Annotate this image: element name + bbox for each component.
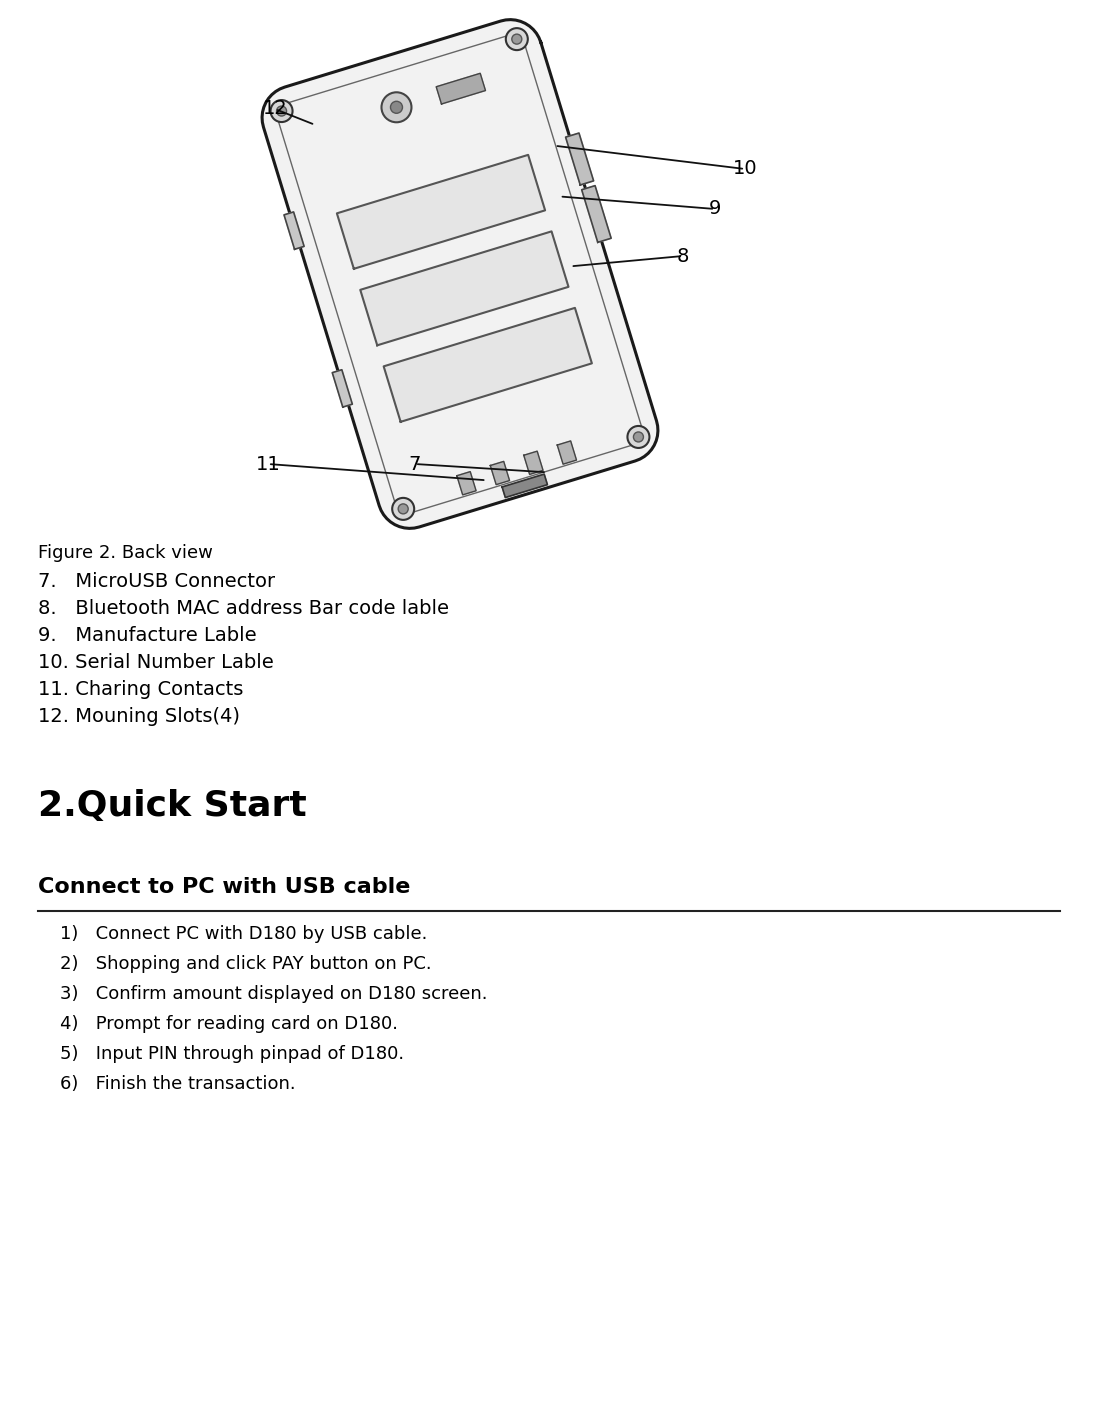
Text: 10: 10 — [733, 160, 757, 178]
Text: 8: 8 — [677, 247, 689, 265]
Polygon shape — [284, 212, 304, 250]
Polygon shape — [332, 369, 352, 407]
Circle shape — [633, 432, 643, 442]
Text: 11. Charing Contacts: 11. Charing Contacts — [38, 680, 243, 699]
Text: Figure 2. Back view: Figure 2. Back view — [38, 543, 213, 562]
Polygon shape — [262, 20, 658, 528]
Text: 10. Serial Number Lable: 10. Serial Number Lable — [38, 653, 274, 673]
Polygon shape — [582, 185, 612, 243]
Text: 11: 11 — [255, 455, 281, 473]
Polygon shape — [566, 133, 594, 185]
Text: 4)   Prompt for reading card on D180.: 4) Prompt for reading card on D180. — [60, 1015, 398, 1033]
Text: 7: 7 — [409, 455, 421, 473]
Circle shape — [381, 93, 411, 122]
Text: Connect to PC with USB cable: Connect to PC with USB cable — [38, 878, 410, 897]
Text: 1)   Connect PC with D180 by USB cable.: 1) Connect PC with D180 by USB cable. — [60, 925, 427, 943]
Circle shape — [512, 34, 522, 44]
Circle shape — [271, 100, 293, 122]
Polygon shape — [557, 441, 576, 465]
Circle shape — [390, 101, 402, 114]
Circle shape — [398, 504, 408, 514]
Text: 3)   Confirm amount displayed on D180 screen.: 3) Confirm amount displayed on D180 scre… — [60, 986, 488, 1002]
Circle shape — [392, 498, 414, 519]
Text: 2.Quick Start: 2.Quick Start — [38, 789, 307, 823]
Polygon shape — [336, 154, 545, 268]
Circle shape — [627, 425, 650, 448]
Text: 2)   Shopping and click PAY button on PC.: 2) Shopping and click PAY button on PC. — [60, 955, 432, 973]
Circle shape — [276, 107, 286, 117]
Circle shape — [506, 28, 528, 51]
Text: 6)   Finish the transaction.: 6) Finish the transaction. — [60, 1075, 296, 1092]
Text: 8.   Bluetooth MAC address Bar code lable: 8. Bluetooth MAC address Bar code lable — [38, 600, 449, 618]
Text: 9.   Manufacture Lable: 9. Manufacture Lable — [38, 626, 256, 644]
Text: 7.   MicroUSB Connector: 7. MicroUSB Connector — [38, 571, 275, 591]
Polygon shape — [361, 232, 569, 345]
Polygon shape — [490, 462, 510, 484]
Polygon shape — [524, 451, 543, 475]
Polygon shape — [384, 307, 592, 421]
Text: 9: 9 — [709, 199, 721, 219]
Polygon shape — [502, 475, 547, 497]
Polygon shape — [436, 73, 486, 104]
Text: 12. Mouning Slots(4): 12. Mouning Slots(4) — [38, 708, 240, 726]
Text: 5)   Input PIN through pinpad of D180.: 5) Input PIN through pinpad of D180. — [60, 1045, 404, 1063]
Text: 12: 12 — [263, 100, 287, 118]
Polygon shape — [457, 472, 476, 494]
